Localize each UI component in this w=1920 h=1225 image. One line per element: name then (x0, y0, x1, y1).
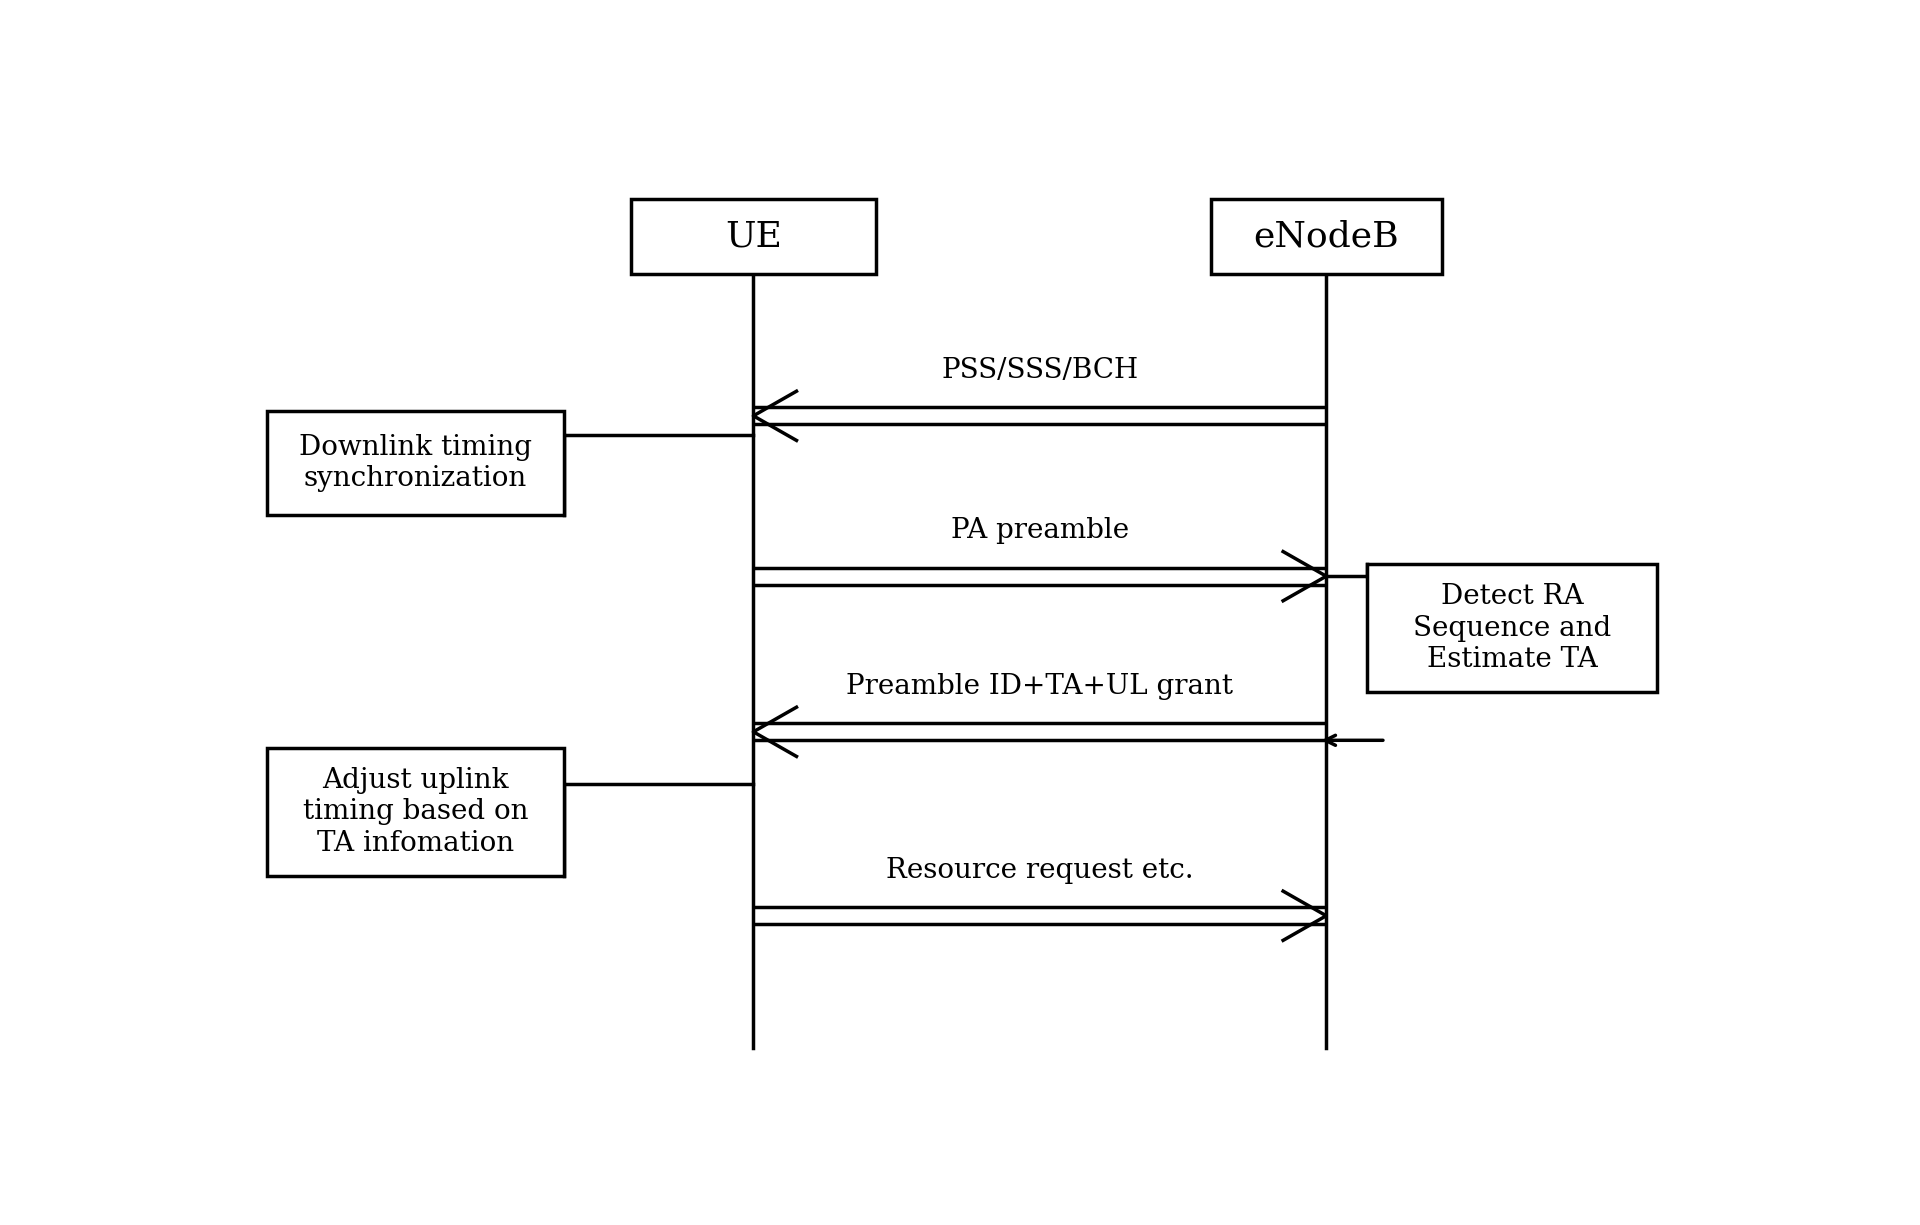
Bar (267, 748, 564, 876)
Text: PSS/SSS/BCH: PSS/SSS/BCH (941, 356, 1139, 383)
Text: Detect RA
Sequence and
Estimate TA: Detect RA Sequence and Estimate TA (1413, 583, 1611, 673)
Text: Downlink timing
synchronization: Downlink timing synchronization (300, 434, 532, 492)
Bar (630, 198, 876, 274)
Bar (267, 412, 564, 514)
Text: eNodeB: eNodeB (1254, 219, 1400, 254)
Bar (1212, 198, 1442, 274)
Text: Preamble ID+TA+UL grant: Preamble ID+TA+UL grant (847, 673, 1233, 699)
Text: Adjust uplink
timing based on
TA infomation: Adjust uplink timing based on TA infomat… (303, 767, 528, 856)
Text: PA preamble: PA preamble (950, 517, 1129, 544)
Text: UE: UE (726, 219, 781, 254)
Bar (1367, 565, 1657, 692)
Text: Resource request etc.: Resource request etc. (885, 856, 1194, 883)
